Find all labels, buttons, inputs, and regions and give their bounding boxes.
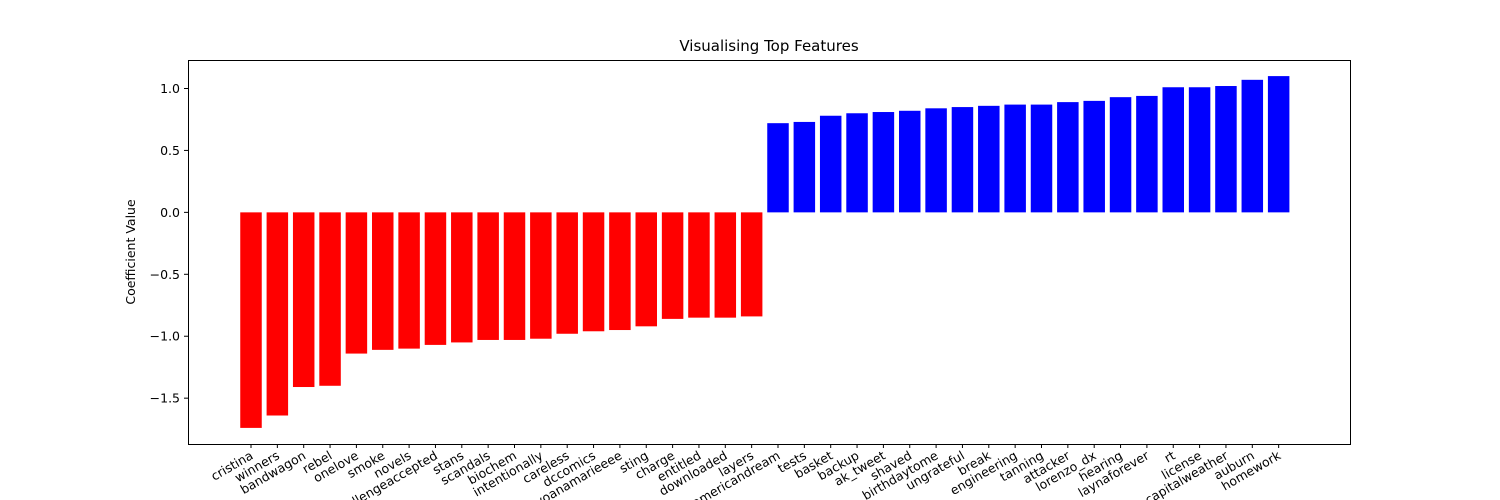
y-axis: −1.5 −1.0 −0.5 0.0 0.5 1.0 xyxy=(150,81,188,406)
y-tick-label: 0.5 xyxy=(160,143,180,158)
bar-sting xyxy=(635,212,657,327)
bar-americandream xyxy=(767,123,789,213)
y-tick-label: 1.0 xyxy=(160,81,180,96)
bar-homework xyxy=(1267,76,1290,213)
bar-laynaforever xyxy=(1136,95,1158,213)
bar-break xyxy=(978,105,1000,213)
bar-smoke xyxy=(372,212,394,350)
bar-ayoanamarieeee xyxy=(609,212,631,331)
bar-rebel xyxy=(319,212,341,386)
bars-group xyxy=(240,76,1290,428)
bar-ak_tweet xyxy=(872,112,895,213)
bar-birthdaytome xyxy=(925,108,947,213)
bar-hearing xyxy=(1109,97,1132,213)
bar-dccomics xyxy=(582,212,605,332)
bar-backup xyxy=(846,113,868,213)
x-axis: cristinawinnersbandwagonrebelonelovesmok… xyxy=(208,444,1284,500)
bar-tanning xyxy=(1030,104,1053,213)
bar-capitalweather xyxy=(1215,86,1237,213)
bar-attacker xyxy=(1057,102,1079,213)
y-tick-label: −1.5 xyxy=(150,391,180,406)
bar-downloaded xyxy=(714,212,737,318)
bar-onelove xyxy=(345,212,368,354)
y-tick-label: −0.5 xyxy=(150,267,180,282)
bar-biochem xyxy=(503,212,526,340)
y-tick-label: −1.0 xyxy=(150,329,180,344)
bar-ungrateful xyxy=(951,107,974,213)
bar-stans xyxy=(451,212,473,343)
bar-tests xyxy=(793,121,816,213)
chart-title: Visualising Top Features xyxy=(679,37,858,55)
bar-careless xyxy=(556,212,578,334)
bar-layers xyxy=(740,212,763,317)
bar-intentionally xyxy=(530,212,552,339)
bar-challengeaccepted xyxy=(424,212,447,345)
plot-frame xyxy=(188,60,1351,445)
bar-charge xyxy=(661,212,684,319)
bar-auburn xyxy=(1241,79,1264,213)
bar-engineering xyxy=(1004,104,1026,213)
bar-bandwagon xyxy=(292,212,315,388)
bar-shaved xyxy=(899,110,921,213)
bar-lorenzo_dx xyxy=(1083,100,1105,213)
bar-scandals xyxy=(477,212,499,340)
bar-license xyxy=(1188,87,1211,213)
bar-basket xyxy=(819,115,842,213)
bar-cristina xyxy=(240,212,262,428)
bar-novels xyxy=(398,212,420,349)
y-axis-label: Coefficient Value xyxy=(123,199,138,305)
bar-rt xyxy=(1162,87,1184,213)
y-tick-label: 0.0 xyxy=(160,205,180,220)
bar-entitled xyxy=(688,212,710,318)
bar-winners xyxy=(266,212,289,416)
